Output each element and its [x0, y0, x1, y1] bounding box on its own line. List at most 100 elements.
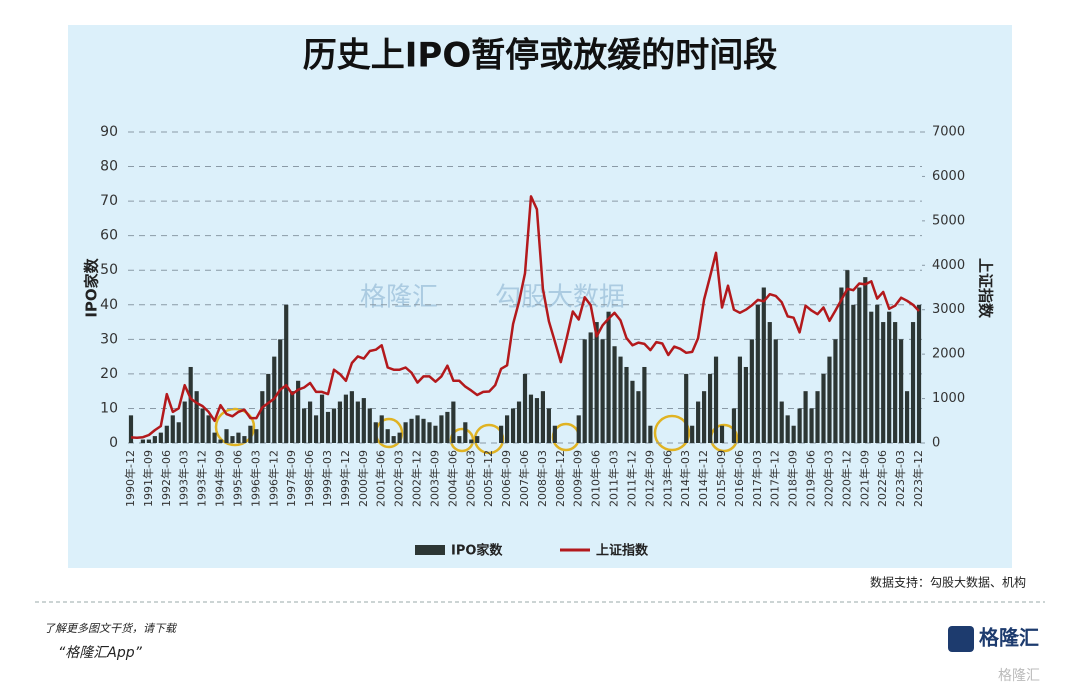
bar	[445, 411, 450, 443]
bar	[833, 339, 838, 443]
x-tick-label: 2002年-03	[392, 450, 406, 507]
x-tick-label: 2014年-12	[696, 450, 710, 507]
x-tick-label: 1996年-12	[266, 450, 280, 507]
pause-circle	[653, 414, 691, 452]
bar	[839, 287, 844, 443]
legend-label: 上证指数	[596, 543, 649, 559]
bar	[731, 408, 737, 443]
x-tick-label: 2007年-06	[517, 450, 531, 507]
bar	[248, 425, 253, 443]
x-tick-label: 1994年-09	[213, 450, 227, 507]
y-tick-label: 30	[100, 331, 118, 347]
x-tick-label: 2022年-06	[875, 450, 889, 507]
y-tick-label: 90	[100, 124, 118, 140]
y-tick-label: 40	[100, 297, 118, 313]
bar	[869, 311, 874, 443]
bar	[797, 408, 802, 443]
bar	[361, 398, 366, 443]
x-tick-label: 2002年-12	[410, 450, 424, 507]
y-tick-label: 80	[100, 159, 118, 175]
chart-title: 历史上IPO暂停或放缓的时间段	[303, 36, 777, 76]
legend-label: IPO家数	[451, 543, 503, 559]
bar	[522, 373, 528, 443]
bar	[642, 366, 647, 443]
bar	[528, 394, 534, 443]
y2-tick-label: 4000	[932, 258, 965, 273]
bar	[582, 339, 587, 443]
bar	[540, 391, 545, 443]
bar	[713, 356, 719, 443]
bar	[296, 380, 301, 443]
x-tick-label: 2023年-03	[893, 450, 907, 507]
x-tick-label: 2008年-12	[553, 450, 567, 507]
bar	[612, 346, 617, 443]
x-tick-label: 1992年-06	[159, 450, 173, 507]
bar	[630, 380, 635, 443]
x-tick-label: 2000年-09	[356, 450, 370, 507]
logo-text: 格隆汇	[979, 626, 1039, 650]
bar	[218, 439, 223, 443]
bar	[373, 422, 378, 443]
bar	[505, 415, 510, 443]
bar	[290, 391, 295, 443]
bar	[206, 415, 211, 443]
y-tick-label: 10	[100, 400, 118, 416]
bar	[845, 270, 850, 443]
bar	[146, 439, 151, 443]
bar	[391, 436, 396, 443]
bar	[707, 373, 713, 443]
x-tick-label: 2020年-12	[839, 450, 853, 507]
x-tick-label: 2003年-09	[427, 450, 441, 507]
x-tick-label: 2004年-06	[445, 450, 459, 507]
y-tick-label: 70	[100, 193, 118, 209]
bar	[236, 432, 241, 443]
index-line	[130, 195, 920, 439]
bar	[827, 356, 832, 443]
bar	[594, 322, 599, 443]
x-tick-label: 1999年-12	[338, 450, 352, 507]
bar	[260, 391, 265, 443]
bar	[803, 391, 808, 443]
x-tick-label: 2017年-12	[768, 450, 782, 507]
bar	[200, 408, 205, 443]
x-tick-label: 2013年-06	[660, 450, 674, 507]
x-tick-label: 2001年-06	[374, 450, 388, 507]
x-tick-label: 2005年-12	[481, 450, 495, 507]
x-tick-label: 2005年-03	[463, 450, 477, 507]
bar	[779, 401, 784, 443]
x-tick-label: 1993年-03	[177, 450, 191, 507]
bar	[284, 304, 289, 443]
bar	[719, 425, 725, 443]
x-tick-label: 2011年-12	[624, 450, 638, 507]
y-tick-label: 0	[109, 435, 118, 451]
x-tick-label: 2017年-03	[750, 450, 764, 507]
bar	[785, 415, 790, 443]
bar	[176, 422, 181, 443]
bar	[576, 415, 581, 443]
bar	[516, 401, 522, 443]
bar	[857, 287, 862, 443]
bar	[152, 436, 157, 443]
bar	[534, 398, 540, 443]
y2-axis-title: 上证指数	[977, 258, 995, 319]
bar	[773, 339, 778, 443]
x-tick-label: 2020年-03	[821, 450, 835, 507]
bar	[737, 356, 743, 443]
bar	[164, 425, 169, 443]
x-tick-label: 2023年-12	[911, 450, 925, 507]
bar	[588, 332, 593, 443]
bar	[182, 401, 187, 443]
x-tick-label: 2011年-03	[607, 450, 621, 507]
pause-circle	[214, 407, 256, 447]
logo-watermark: 格隆汇	[998, 668, 1040, 684]
bar	[313, 415, 319, 443]
x-tick-label: 2012年-09	[642, 450, 656, 507]
bar	[743, 366, 748, 443]
bar	[893, 322, 898, 443]
x-tick-label: 2006年-09	[499, 450, 513, 507]
bar	[385, 429, 390, 443]
bar	[170, 415, 175, 443]
bar	[510, 408, 516, 443]
y2-tick-label: 7000	[932, 125, 965, 140]
